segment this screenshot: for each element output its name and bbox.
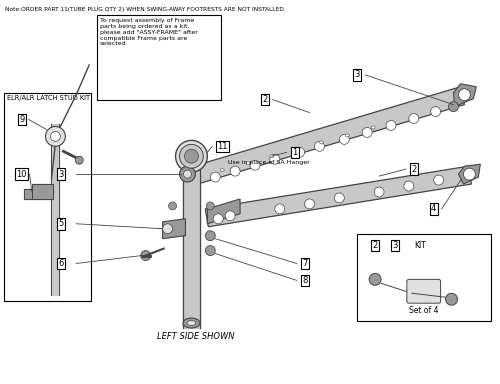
Circle shape (184, 149, 198, 163)
Bar (97, 15, 221, 100)
Circle shape (214, 214, 223, 224)
Ellipse shape (294, 148, 298, 151)
Circle shape (464, 168, 475, 180)
Circle shape (404, 181, 414, 191)
Text: Note:ORDER PART 11(TUBE PLUG QTY 2) WHEN SWING-AWAY FOOTRESTS ARE NOT INSTALLED.: Note:ORDER PART 11(TUBE PLUG QTY 2) WHEN… (5, 7, 286, 12)
Ellipse shape (270, 155, 274, 158)
Circle shape (294, 147, 304, 157)
Ellipse shape (320, 141, 324, 144)
Polygon shape (206, 166, 472, 227)
Text: 6: 6 (58, 259, 64, 268)
Text: 10: 10 (16, 170, 27, 179)
Circle shape (334, 193, 344, 203)
Polygon shape (184, 149, 200, 328)
Text: 3: 3 (58, 170, 64, 179)
Circle shape (230, 166, 240, 176)
Circle shape (374, 187, 384, 197)
Circle shape (448, 102, 458, 112)
Circle shape (210, 172, 220, 182)
Text: 11: 11 (217, 142, 228, 151)
Text: KIT: KIT (414, 241, 426, 250)
Circle shape (46, 126, 66, 146)
Circle shape (386, 121, 396, 131)
Circle shape (225, 211, 235, 221)
Circle shape (369, 273, 381, 285)
Text: 3: 3 (392, 241, 398, 250)
Circle shape (184, 170, 192, 178)
Text: 7: 7 (302, 259, 308, 268)
Polygon shape (184, 87, 464, 187)
Circle shape (304, 199, 314, 209)
Polygon shape (24, 189, 32, 199)
Text: Use in place of SA Hanger: Use in place of SA Hanger (228, 160, 310, 165)
Circle shape (206, 231, 216, 241)
FancyBboxPatch shape (407, 280, 440, 303)
Text: 1: 1 (292, 148, 298, 157)
Circle shape (270, 154, 280, 164)
Circle shape (176, 141, 208, 172)
Text: Set of 4: Set of 4 (409, 306, 438, 315)
Text: 3: 3 (354, 70, 360, 79)
Text: ELR/ALR LATCH STUD KIT: ELR/ALR LATCH STUD KIT (7, 95, 90, 101)
Circle shape (434, 175, 444, 185)
Text: 5: 5 (58, 219, 64, 228)
Circle shape (180, 166, 196, 182)
Polygon shape (458, 164, 480, 184)
Bar (4, 93, 91, 301)
Polygon shape (52, 124, 60, 295)
Circle shape (314, 141, 324, 151)
Circle shape (206, 202, 214, 210)
Circle shape (141, 251, 150, 260)
Circle shape (180, 144, 204, 168)
Circle shape (162, 224, 172, 234)
Circle shape (446, 293, 458, 305)
Text: 9: 9 (19, 115, 24, 124)
Text: 2: 2 (372, 241, 378, 250)
Text: LEFT SIDE SHOWN: LEFT SIDE SHOWN (156, 332, 234, 341)
Circle shape (275, 204, 284, 214)
Text: 2: 2 (411, 165, 416, 174)
Ellipse shape (183, 318, 200, 328)
Text: To request assembly of Frame
parts being ordered as a kit,
please add "ASSY-FRAM: To request assembly of Frame parts being… (100, 18, 198, 46)
Ellipse shape (187, 321, 196, 326)
Polygon shape (454, 84, 476, 107)
Circle shape (362, 127, 372, 137)
Ellipse shape (371, 126, 375, 129)
Polygon shape (162, 219, 186, 239)
Ellipse shape (346, 134, 350, 137)
Circle shape (206, 246, 216, 255)
Circle shape (168, 202, 176, 210)
Circle shape (50, 131, 60, 141)
Bar (357, 234, 491, 321)
Text: 2: 2 (262, 95, 268, 104)
Text: 4: 4 (431, 204, 436, 214)
Circle shape (250, 160, 260, 170)
Circle shape (409, 114, 419, 124)
Ellipse shape (220, 169, 224, 172)
Polygon shape (208, 199, 240, 224)
Circle shape (76, 156, 83, 164)
Circle shape (340, 134, 349, 144)
Polygon shape (32, 184, 54, 199)
Circle shape (458, 89, 470, 101)
Ellipse shape (246, 162, 250, 165)
Text: 8: 8 (302, 276, 308, 285)
Circle shape (430, 107, 440, 117)
